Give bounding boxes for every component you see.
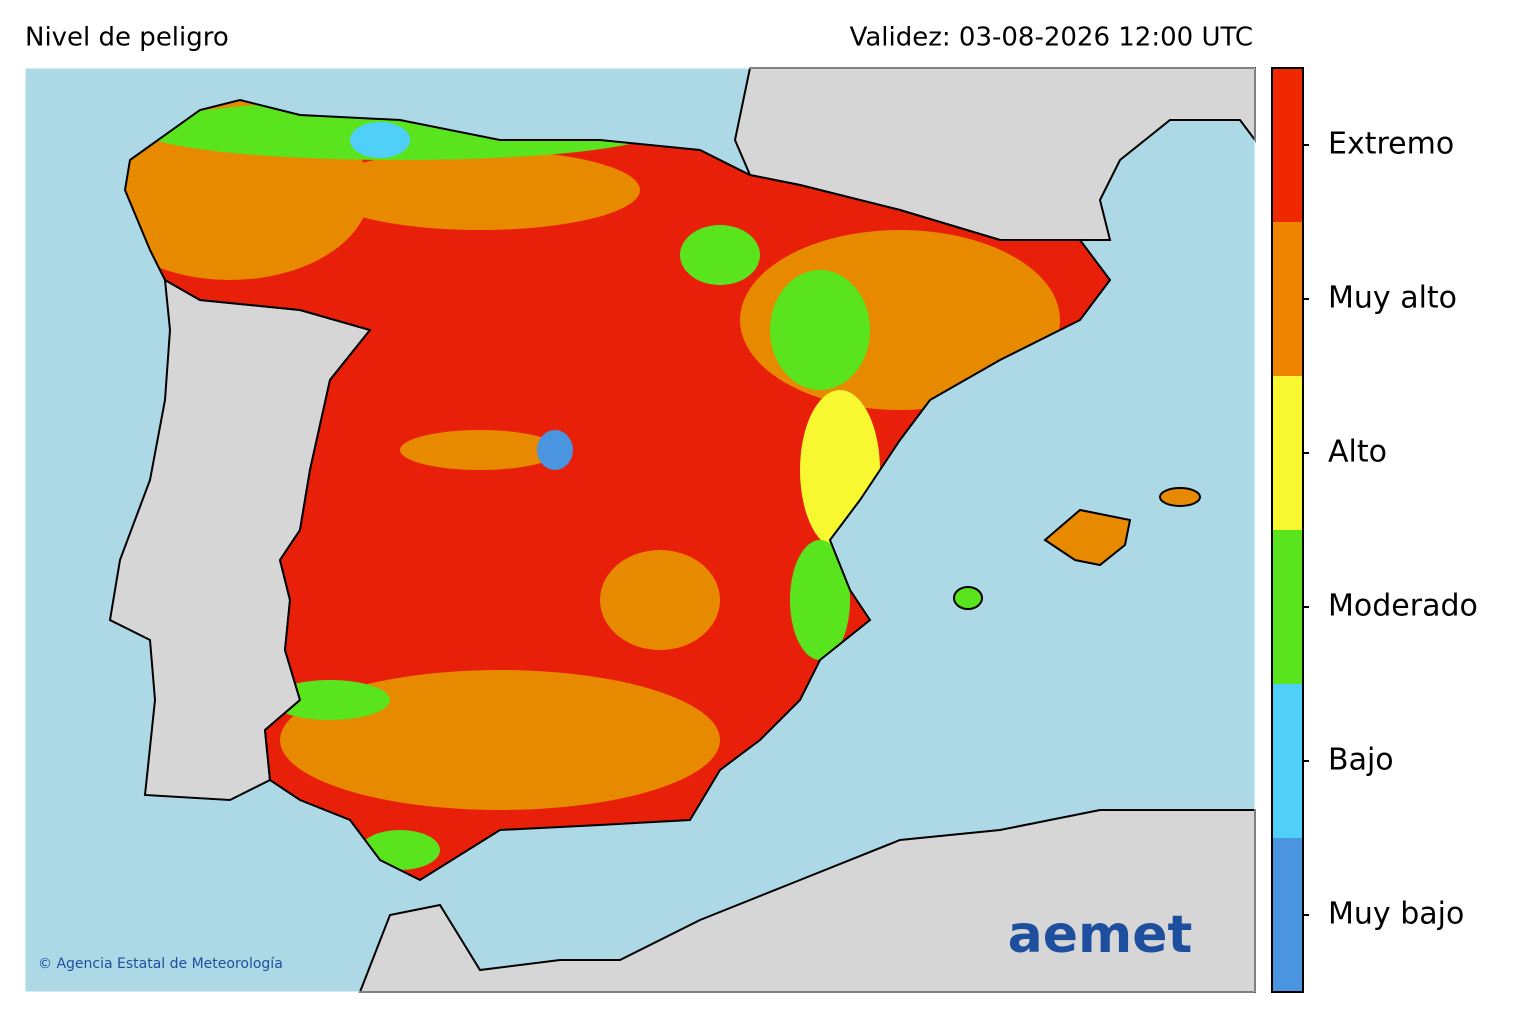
legend-label: Bajo [1328, 743, 1394, 778]
blue-area [537, 430, 573, 470]
orange-area [400, 430, 560, 470]
legend-label: Muy bajo [1328, 897, 1464, 932]
menorca [1159, 487, 1201, 507]
africa [358, 809, 1256, 993]
green-area [790, 540, 850, 660]
copyright: © Agencia Estatal de Meteorología [38, 956, 283, 972]
green-area [270, 680, 390, 720]
legend-frame [1271, 67, 1304, 993]
orange-area [600, 550, 720, 650]
mallorca [1043, 508, 1132, 567]
legend-swatch [1272, 376, 1303, 530]
ibiza [953, 586, 983, 610]
legend-label: Extremo [1328, 127, 1454, 162]
legend-label: Moderado [1328, 589, 1478, 624]
legend-label: Muy alto [1328, 281, 1457, 316]
green-area [770, 270, 870, 390]
map-frame [24, 67, 1256, 993]
blue-area [350, 122, 410, 158]
map: aemet © Agencia Estatal de Meteorología [24, 67, 1256, 993]
legend-swatch [1272, 530, 1303, 684]
legend-swatch [1272, 222, 1303, 376]
legend-swatch [1272, 838, 1303, 992]
validity: Validez: 03-08-2026 12:00 UTC [850, 23, 1253, 53]
legend-swatch [1272, 68, 1303, 222]
legend-label: Alto [1328, 435, 1387, 470]
orange-area [280, 670, 720, 810]
green-area [680, 225, 760, 285]
spain-outline [123, 98, 1112, 882]
legend-swatch [1272, 684, 1303, 838]
logo: aemet [1008, 905, 1193, 965]
map-title: Nivel de peligro [25, 23, 229, 53]
legend: Muy bajo Bajo Moderado Alto Muy alto Extremo [1271, 67, 1478, 993]
orange-area [320, 150, 640, 230]
